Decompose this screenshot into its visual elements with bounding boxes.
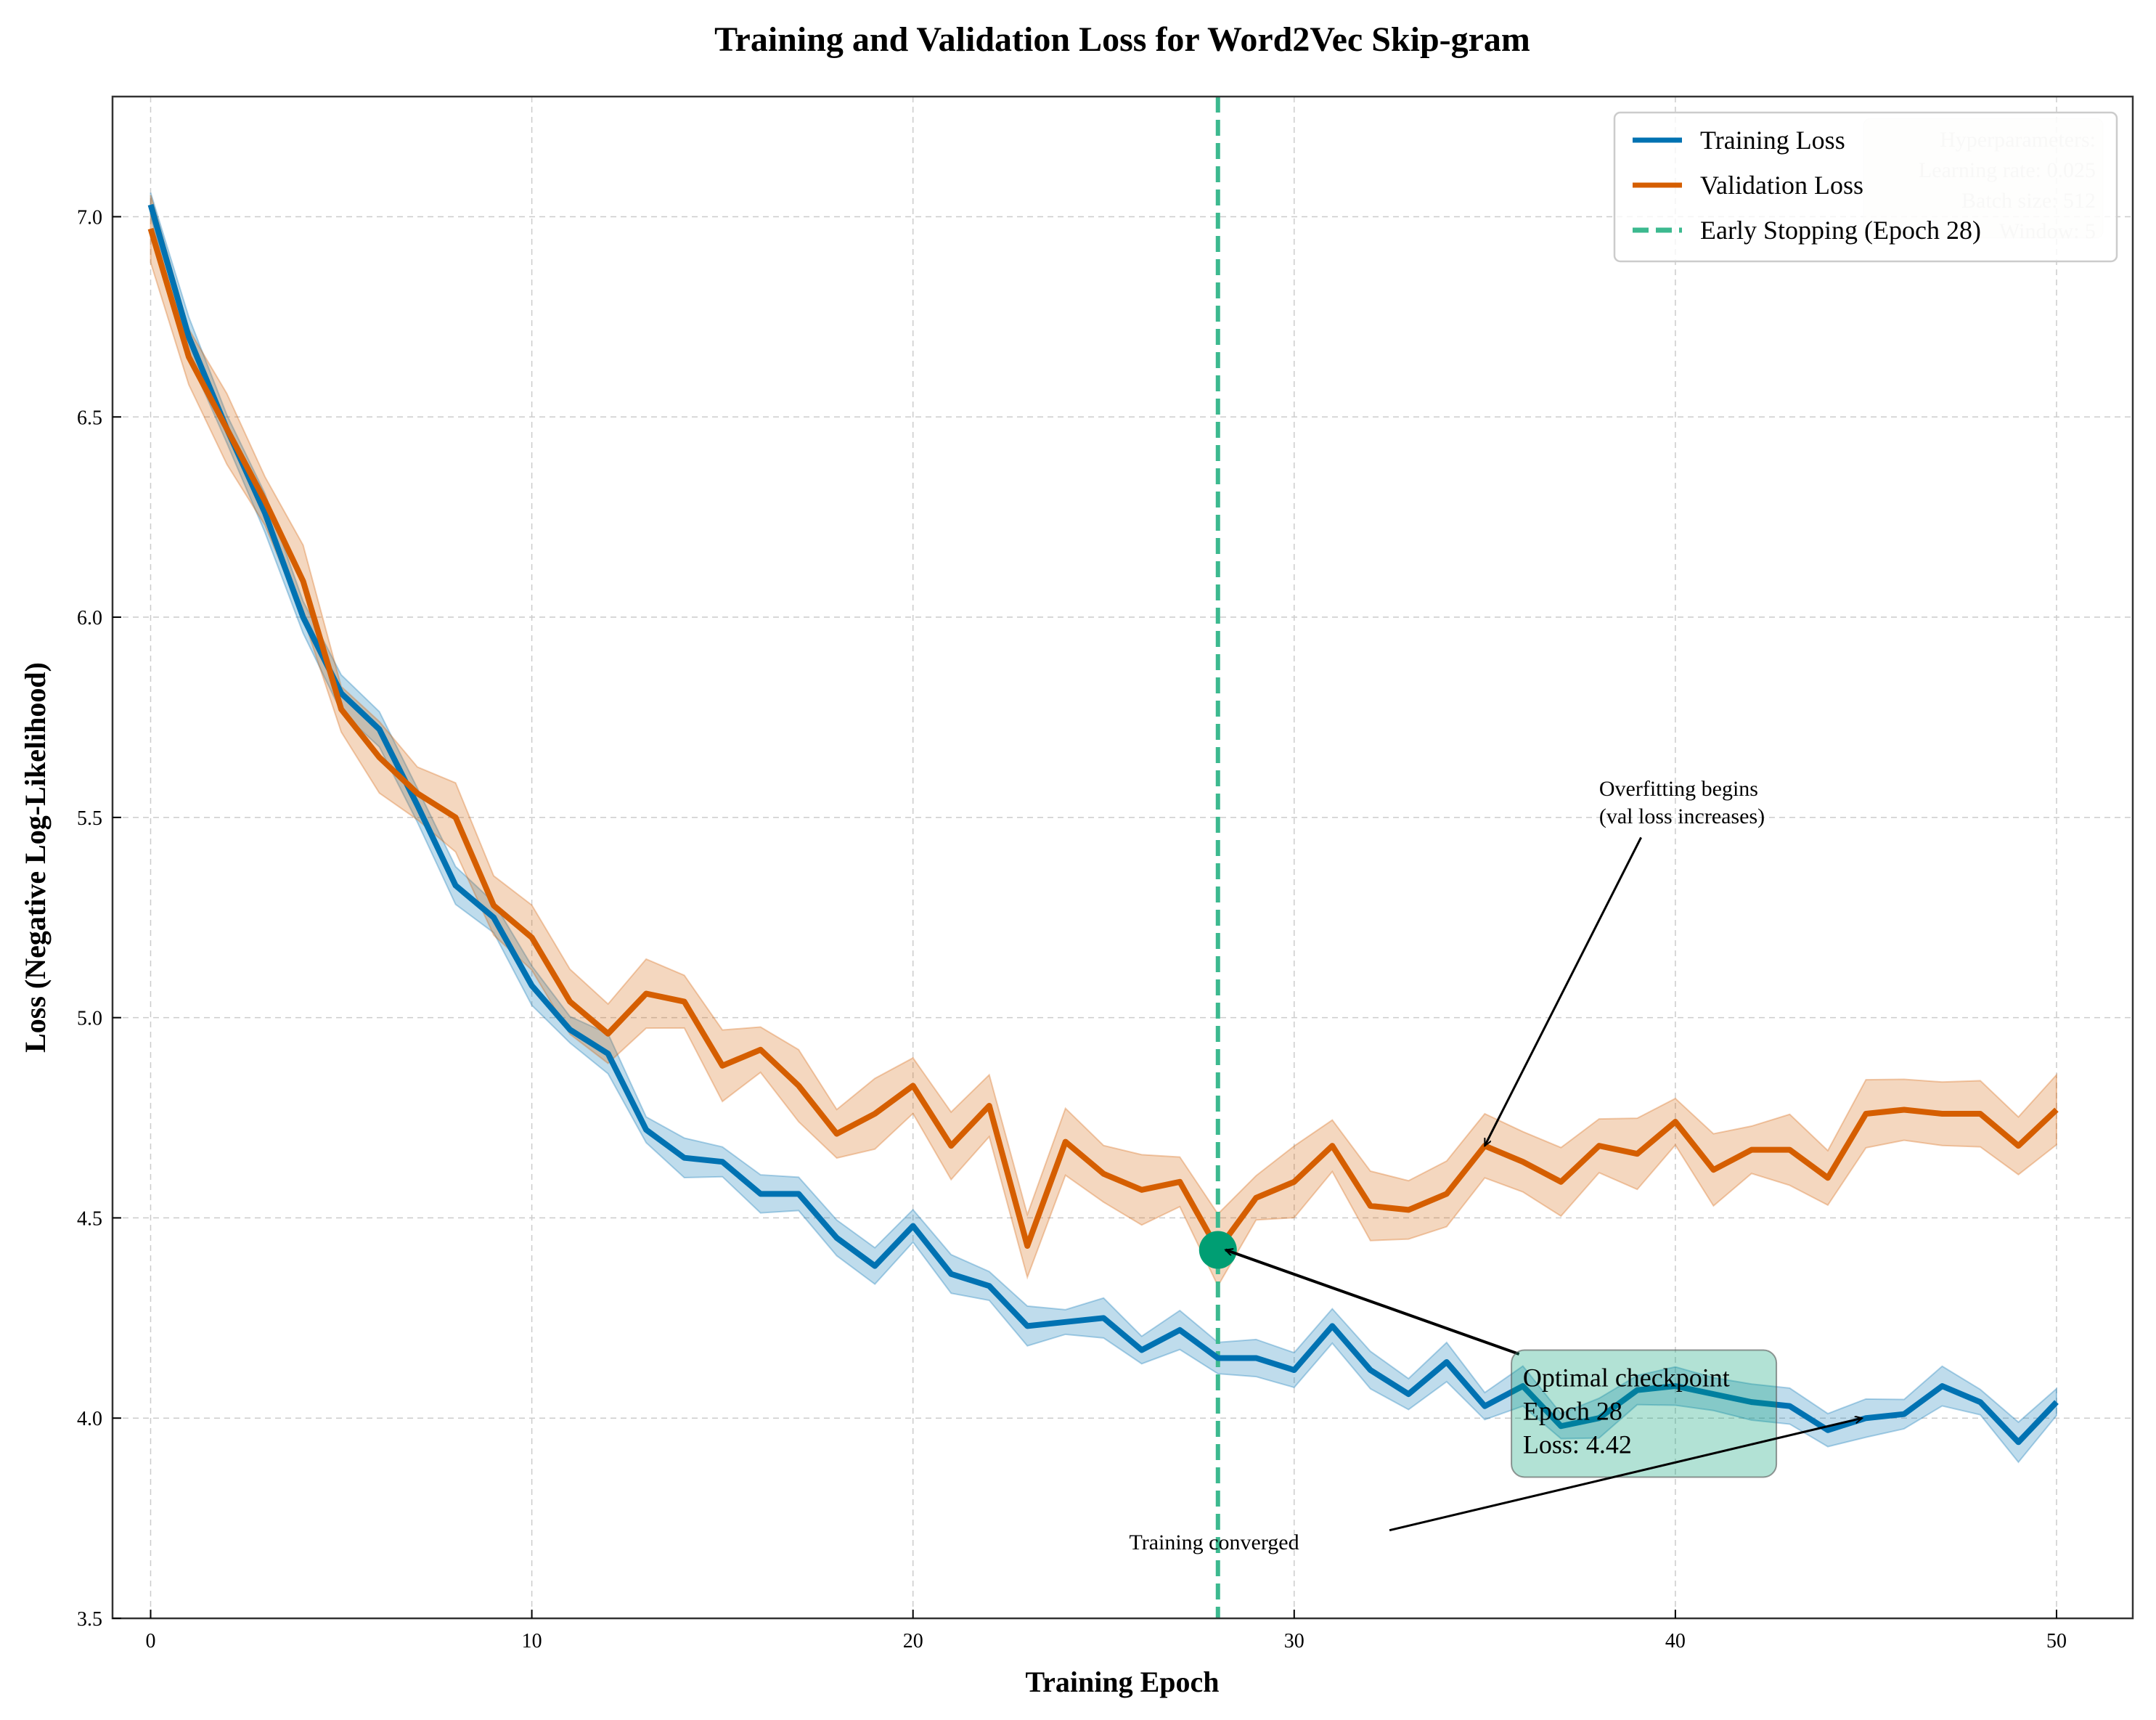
- optimal-annotation: Optimal checkpoint: [1523, 1363, 1730, 1392]
- x-tick-label: 0: [146, 1630, 156, 1652]
- y-tick-label: 3.5: [77, 1608, 102, 1631]
- legend-label-1: Validation Loss: [1700, 171, 1863, 200]
- y-tick-label: 5.5: [77, 807, 102, 830]
- x-tick-label: 10: [522, 1630, 542, 1652]
- plot-frame: [111, 95, 2134, 1620]
- chart-title: Training and Validation Loss for Word2Ve…: [714, 20, 1530, 59]
- optimal-box: [1511, 1349, 1778, 1478]
- grid: [113, 97, 2133, 1619]
- x-tick-label: 40: [1665, 1630, 1686, 1652]
- legend-label-2: Early Stopping (Epoch 28): [1700, 216, 1981, 245]
- band-0: [150, 192, 2057, 1464]
- y-tick-label: 4.0: [77, 1408, 102, 1430]
- series-line-0: [147, 203, 2059, 1446]
- ticks: 0 10 20 30 40 50 3.5 4.0 4.5 5.0 5.5 6.0 6.5 7.0: [77, 206, 2067, 1652]
- optimal-checkpoint-marker: [1199, 1231, 1237, 1269]
- x-tick-label: 20: [903, 1630, 923, 1652]
- optimal-annotation: Loss: 4.42: [1523, 1430, 1632, 1459]
- legend-label-0: Training Loss: [1700, 126, 1845, 155]
- optimal-arrow: [1225, 1250, 1520, 1356]
- y-axis-label: Loss (Negative Log-Likelihood): [19, 662, 52, 1053]
- overfit-annotation: (val loss increases): [1599, 804, 1765, 828]
- x-tick-label: 50: [2046, 1630, 2067, 1652]
- converged-arrow: [1389, 1418, 1862, 1532]
- x-tick-label: 30: [1284, 1630, 1304, 1652]
- series-lines: [147, 97, 2059, 1618]
- y-tick-label: 4.5: [77, 1207, 102, 1230]
- legend-box: [1613, 111, 2118, 263]
- x-axis-label: Training Epoch: [1025, 1666, 1219, 1698]
- series-line-1: [147, 227, 2059, 1253]
- overfit-annotation: Overfitting begins: [1599, 777, 1758, 801]
- overfit-arrow: [1484, 836, 1642, 1146]
- legend: Training Loss Validation Loss Early Stoppi…: [1613, 111, 2118, 263]
- converged-annotation: Training converged: [1129, 1531, 1299, 1554]
- y-tick-label: 7.0: [77, 206, 102, 229]
- y-tick-label: 5.0: [77, 1008, 102, 1030]
- optimal-annotation: Epoch 28: [1523, 1396, 1622, 1425]
- band-1: [150, 195, 2057, 1288]
- y-tick-label: 6.5: [77, 407, 102, 429]
- y-tick-label: 6.0: [77, 607, 102, 629]
- confidence-bands: [150, 192, 2057, 1464]
- annotations: Hyperparameters:Learning rate: 0.025Batc…: [1129, 118, 2104, 1554]
